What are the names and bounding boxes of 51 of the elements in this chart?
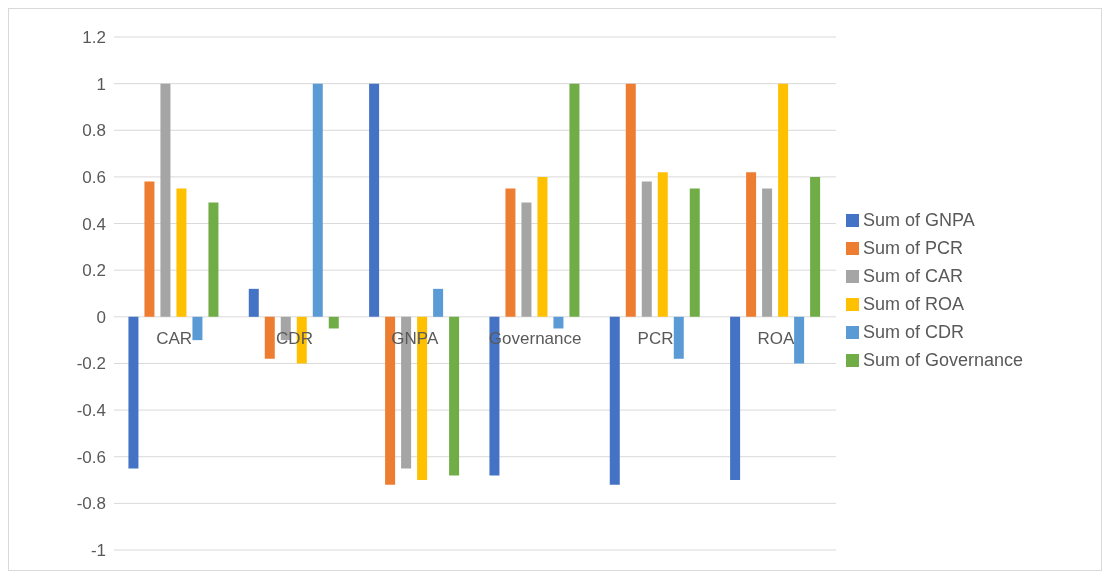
bar bbox=[328, 316, 339, 329]
bar bbox=[128, 316, 139, 469]
bar bbox=[433, 288, 444, 317]
bar bbox=[192, 316, 203, 341]
bar bbox=[505, 188, 516, 317]
bar bbox=[730, 316, 741, 481]
bar bbox=[208, 202, 219, 317]
y-tick-label: 0 bbox=[96, 307, 106, 327]
y-tick-label: 0.6 bbox=[82, 167, 106, 187]
bar bbox=[778, 83, 789, 317]
bar bbox=[144, 181, 155, 317]
y-tick-label: -0.8 bbox=[76, 494, 106, 514]
bar bbox=[176, 188, 187, 317]
y-tick-label: -1 bbox=[90, 541, 106, 561]
bar bbox=[449, 316, 460, 476]
y-tick-label: 0.2 bbox=[82, 261, 106, 281]
y-tick-label: -0.6 bbox=[76, 447, 106, 467]
y-tick-label: 1 bbox=[96, 74, 106, 94]
legend-label: Sum of PCR bbox=[863, 237, 964, 258]
legend-label: Sum of CAR bbox=[863, 265, 964, 286]
legend-label: Sum of CDR bbox=[863, 321, 965, 342]
bar bbox=[657, 172, 668, 317]
y-tick-label: 0.4 bbox=[82, 214, 106, 234]
x-tick-label: CAR bbox=[156, 328, 193, 348]
bar bbox=[264, 316, 275, 359]
bar bbox=[641, 181, 652, 317]
bar bbox=[689, 188, 700, 317]
x-tick-label: ROA bbox=[757, 328, 795, 348]
legend-label: Sum of ROA bbox=[863, 293, 965, 314]
x-tick-label: PCR bbox=[637, 328, 674, 348]
y-tick-label: -0.2 bbox=[76, 354, 106, 374]
bar bbox=[746, 172, 757, 317]
bar bbox=[810, 176, 821, 317]
y-tick-label: -0.4 bbox=[76, 401, 106, 421]
y-tick-label: 1.2 bbox=[82, 28, 106, 48]
bar bbox=[537, 176, 548, 317]
bar bbox=[521, 202, 532, 317]
bar bbox=[673, 316, 684, 359]
bar bbox=[312, 83, 323, 317]
y-tick-label: 0.8 bbox=[82, 121, 106, 141]
legend-label: Sum of GNPA bbox=[863, 209, 975, 230]
bar bbox=[160, 83, 171, 317]
bar bbox=[625, 83, 636, 317]
bar bbox=[609, 316, 620, 485]
bar bbox=[762, 188, 773, 317]
bar bbox=[794, 316, 805, 364]
bar bbox=[369, 83, 380, 317]
bar bbox=[553, 316, 564, 329]
bar bbox=[248, 288, 259, 317]
legend-label: Sum of Governance bbox=[863, 349, 1024, 370]
bar bbox=[569, 83, 580, 317]
